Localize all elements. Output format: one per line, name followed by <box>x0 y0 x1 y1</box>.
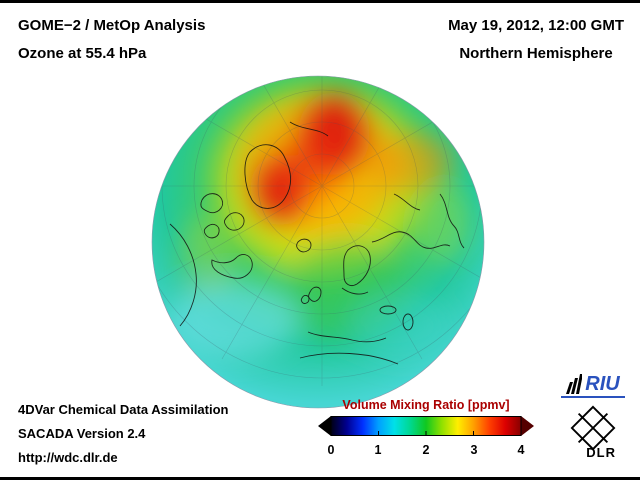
region-label: Northern Hemisphere <box>459 45 613 62</box>
dlr-logo-text: DLR <box>586 445 616 460</box>
website-url: http://wdc.dlr.de <box>18 450 118 465</box>
graticule <box>152 76 484 386</box>
footer-left: 4DVar Chemical Data Assimilation SACADA … <box>18 398 229 470</box>
logo-block: RIU DLR <box>554 374 632 460</box>
page-subtitle: Ozone at 55.4 hPa <box>18 45 147 62</box>
colorbar-tick: 4 <box>517 443 525 457</box>
version-label: SACADA Version 2.4 <box>18 426 146 441</box>
colorbar-tick: 0 <box>327 443 335 457</box>
bottom-border <box>0 477 640 480</box>
colorbar-gradient <box>318 416 534 436</box>
riu-logo: RIU <box>566 373 620 395</box>
dlr-logo: DLR <box>570 405 616 460</box>
colorbar-tick: 1 <box>374 443 382 457</box>
colorbar-title: Volume Mixing Ratio [ppmv] <box>342 398 510 412</box>
colorbar: Volume Mixing Ratio [ppmv] 0 1 2 3 4 <box>318 398 534 457</box>
assimilation-label: 4DVar Chemical Data Assimilation <box>18 402 229 417</box>
header-right: May 19, 2012, 12:00 GMT Northern Hemisph… <box>448 12 624 68</box>
coastlines <box>169 121 465 365</box>
colorbar-tick: 3 <box>470 443 478 457</box>
dlr-star-icon <box>570 405 616 451</box>
page-title: GOME−2 / MetOp Analysis <box>18 17 206 34</box>
top-border <box>0 0 640 3</box>
riu-logo-text: RIU <box>585 373 620 395</box>
colorbar-right-arrow <box>521 416 534 436</box>
datetime-label: May 19, 2012, 12:00 GMT <box>448 17 624 34</box>
riu-underline <box>561 396 625 398</box>
colorbar-tick: 2 <box>422 443 430 457</box>
colorbar-tick-marks <box>378 431 474 436</box>
header-left: GOME−2 / MetOp Analysis Ozone at 55.4 hP… <box>18 12 205 68</box>
colorbar-tick-labels: 0 1 2 3 4 <box>318 441 534 457</box>
colorbar-left-arrow <box>318 416 331 436</box>
ozone-field-anomalies <box>168 86 474 360</box>
riu-stripes-icon <box>566 374 583 394</box>
globe-rim <box>151 75 485 409</box>
globe-visualization <box>151 75 485 409</box>
